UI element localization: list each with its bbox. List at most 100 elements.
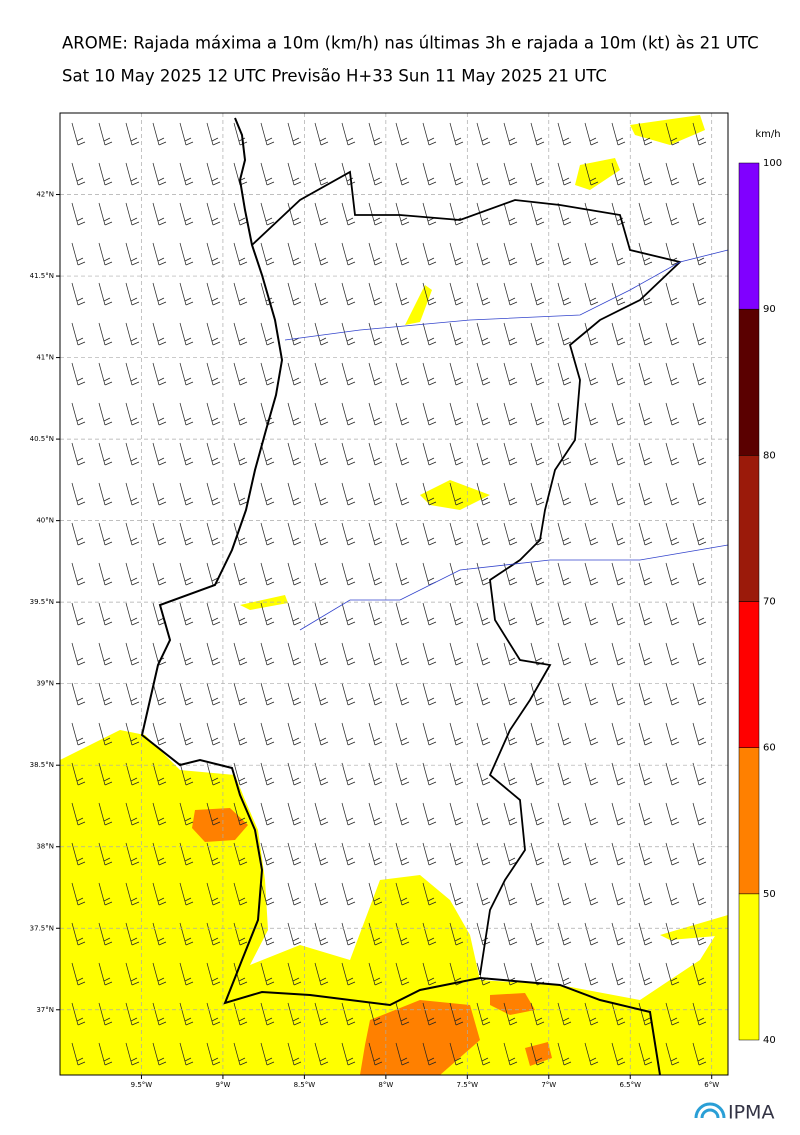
wind-barb xyxy=(341,522,356,546)
wind-barb xyxy=(125,562,140,586)
wind-barb xyxy=(314,562,329,586)
wind-barb xyxy=(152,362,167,386)
wind-barb xyxy=(692,202,707,226)
wind-barb xyxy=(98,922,113,946)
wind-barb xyxy=(422,122,437,146)
wind-barb xyxy=(395,162,410,186)
wind-barb xyxy=(665,442,680,466)
wind-barb xyxy=(287,562,302,586)
wind-barb xyxy=(503,802,518,826)
wind-barb xyxy=(314,1042,329,1066)
wind-barb xyxy=(341,482,356,506)
wind-barb xyxy=(584,562,599,586)
wind-barb xyxy=(557,322,572,346)
wind-barb xyxy=(314,482,329,506)
wind-barb xyxy=(71,402,86,426)
wind-barb xyxy=(71,362,86,386)
wind-barb xyxy=(368,202,383,226)
colorbar-segment xyxy=(738,162,760,310)
wind-barb xyxy=(179,562,194,586)
wind-barb xyxy=(71,162,86,186)
wind-barb xyxy=(98,762,113,786)
wind-barb xyxy=(638,722,653,746)
wind-barb xyxy=(179,1002,194,1026)
wind-barb xyxy=(422,522,437,546)
wind-barb xyxy=(368,602,383,626)
wind-barb xyxy=(71,242,86,266)
wind-barb xyxy=(206,882,221,906)
wind-barb xyxy=(611,522,626,546)
wind-barb xyxy=(341,242,356,266)
wind-barb xyxy=(125,522,140,546)
wind-barb xyxy=(530,722,545,746)
wind-barb xyxy=(71,122,86,146)
wind-barb xyxy=(260,602,275,626)
wind-barb xyxy=(152,1002,167,1026)
wind-barb xyxy=(476,482,491,506)
wind-barb xyxy=(611,562,626,586)
wind-barb xyxy=(638,682,653,706)
wind-barb xyxy=(179,602,194,626)
wind-barb xyxy=(503,282,518,306)
wind-barb xyxy=(314,122,329,146)
wind-barb xyxy=(368,1042,383,1066)
wind-barb xyxy=(179,402,194,426)
wind-barb xyxy=(98,602,113,626)
wind-barb xyxy=(449,922,464,946)
wind-barb xyxy=(692,322,707,346)
wind-barb xyxy=(287,842,302,866)
wind-barb xyxy=(71,802,86,826)
wind-barb xyxy=(557,642,572,666)
wind-barb xyxy=(287,762,302,786)
wind-barb xyxy=(476,362,491,386)
wind-barb xyxy=(395,802,410,826)
wind-barb xyxy=(422,1042,437,1066)
wind-barb xyxy=(557,722,572,746)
wind-barb xyxy=(638,962,653,986)
wind-barb xyxy=(206,1002,221,1026)
wind-barb xyxy=(98,322,113,346)
wind-barb xyxy=(341,762,356,786)
wind-barb xyxy=(476,202,491,226)
title: AROME: Rajada máxima a 10m (km/h) nas úl… xyxy=(62,34,759,53)
wind-barb xyxy=(395,722,410,746)
gust-area-40 xyxy=(420,480,490,510)
wind-barb xyxy=(314,602,329,626)
wind-barb xyxy=(71,482,86,506)
wind-barb xyxy=(152,442,167,466)
wind-barb xyxy=(503,122,518,146)
gust-area-40 xyxy=(575,158,620,190)
wind-barb xyxy=(71,842,86,866)
wind-barb xyxy=(260,802,275,826)
wind-barb xyxy=(584,802,599,826)
wind-barb xyxy=(152,522,167,546)
wind-barb xyxy=(422,442,437,466)
wind-barb xyxy=(665,202,680,226)
wind-barb xyxy=(98,282,113,306)
wind-barb xyxy=(449,762,464,786)
wind-barb xyxy=(692,562,707,586)
wind-barb xyxy=(476,162,491,186)
wind-barb xyxy=(611,962,626,986)
wind-barb xyxy=(395,962,410,986)
wind-barb xyxy=(665,642,680,666)
wind-barb xyxy=(638,642,653,666)
wind-barb xyxy=(530,802,545,826)
wind-barb xyxy=(530,362,545,386)
wind-barb xyxy=(557,962,572,986)
wind-barb xyxy=(179,682,194,706)
wind-barb xyxy=(530,922,545,946)
wind-barb xyxy=(449,362,464,386)
wind-barb xyxy=(71,962,86,986)
wind-barb xyxy=(530,202,545,226)
wind-barb xyxy=(152,722,167,746)
wind-barb xyxy=(179,482,194,506)
wind-barb xyxy=(422,762,437,786)
wind-barb xyxy=(611,362,626,386)
wind-barb xyxy=(125,642,140,666)
x-tick-label: 9.5°W xyxy=(131,1081,153,1089)
wind-barb xyxy=(71,522,86,546)
colorbar-segment xyxy=(738,455,760,602)
wind-barb xyxy=(692,922,707,946)
wind-barb xyxy=(98,122,113,146)
